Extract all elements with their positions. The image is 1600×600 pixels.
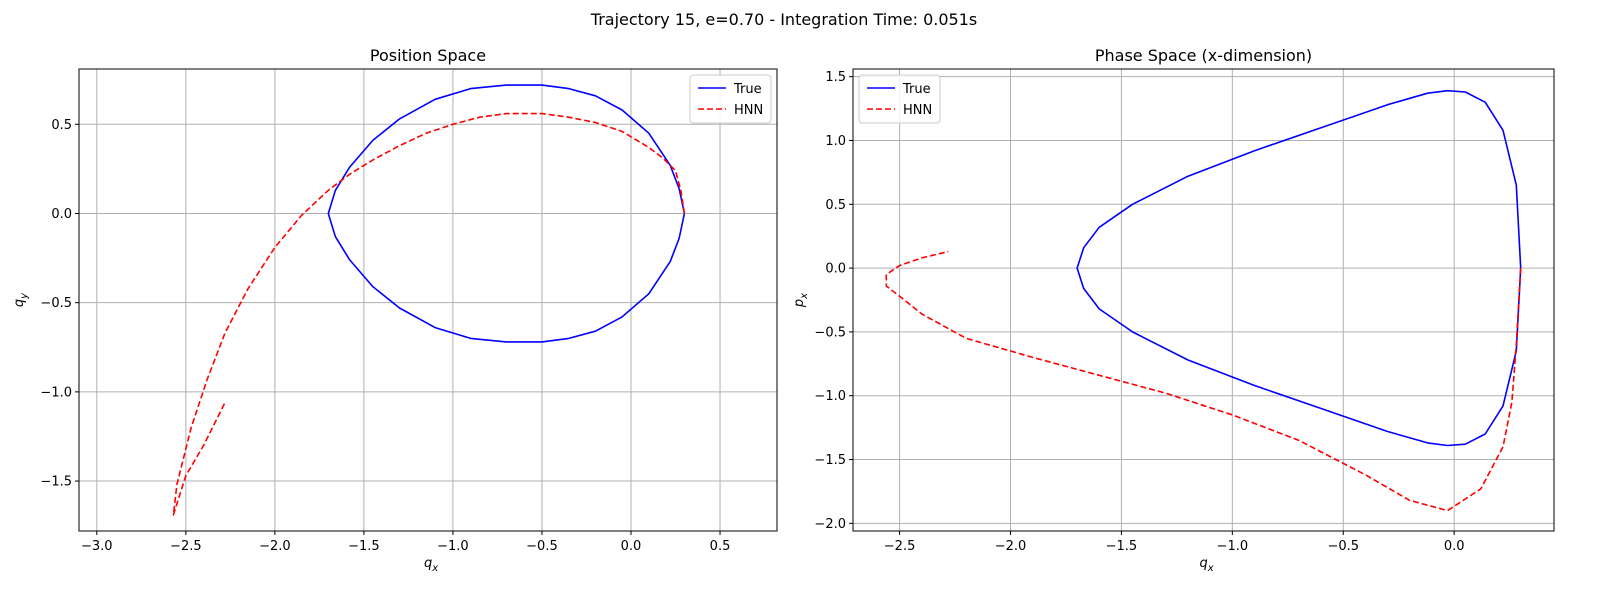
position-legend-box — [689, 74, 772, 124]
phase-xtick-label: −0.5 — [1327, 539, 1359, 554]
phase-axes-frame — [852, 68, 1555, 532]
phase-legend-hnn-label: HNN — [903, 103, 932, 118]
phase-legend: True HNN — [858, 74, 941, 124]
phase-ytick-label: −2.0 — [814, 517, 846, 532]
phase-xtick-label: −2.0 — [995, 539, 1027, 554]
phase-ytick-label: −0.5 — [814, 325, 846, 340]
phase-axes-title: Phase Space (x-dimension) — [1095, 46, 1312, 65]
phase-series-hnn-line — [885, 250, 1522, 512]
position-ytick-label: 0.5 — [51, 118, 72, 133]
position-xtick-label: −0.5 — [526, 539, 558, 554]
position-axes-title: Position Space — [370, 46, 486, 65]
position-series-true-line — [327, 84, 686, 343]
position-ytick-label: −1.0 — [40, 385, 72, 400]
phase-ytick-label: 0.5 — [825, 198, 846, 213]
phase-xtick-label: −1.5 — [1106, 539, 1138, 554]
position-xtick-label: −2.0 — [259, 539, 291, 554]
phase-series-true-line — [1076, 89, 1522, 447]
position-axes-frame — [78, 68, 778, 532]
position-xtick-label: 0.0 — [621, 539, 642, 554]
phase-space-axes: −2.5 −2.0 −1.5 −1.0 −0.5 0.0 −2.0 −1.5 −1.0 −0.5 0… — [792, 46, 1555, 574]
phase-legend-box — [858, 74, 941, 124]
phase-ytick-label: −1.0 — [814, 389, 846, 404]
position-xtick-label: −2.5 — [170, 539, 202, 554]
position-legend: True HNN — [689, 74, 772, 124]
position-xtick-label: −1.5 — [348, 539, 380, 554]
position-series-hnn-line — [172, 112, 686, 516]
phase-ytick-label: −1.5 — [814, 453, 846, 468]
position-ytick-label: 0.0 — [51, 207, 72, 222]
phase-ytick-label: 1.5 — [825, 70, 846, 85]
position-legend-true-label: True — [733, 82, 762, 97]
phase-ytick-label: 0.0 — [825, 262, 846, 277]
phase-xtick-label: −2.5 — [884, 539, 916, 554]
phase-legend-true-label: True — [902, 82, 931, 97]
figure-suptitle: Trajectory 15, e=0.70 - Integration Time… — [590, 10, 977, 29]
position-space-axes: −3.0 −2.5 −2.0 −1.5 −1.0 −0.5 0.0 0.5 −1.5 −1.0 −0… — [12, 46, 778, 574]
position-xtick-label: −1.0 — [437, 539, 469, 554]
position-xtick-label: −3.0 — [81, 539, 113, 554]
position-legend-hnn-label: HNN — [734, 103, 763, 118]
position-ytick-label: −0.5 — [40, 296, 72, 311]
phase-ytick-label: 1.0 — [825, 134, 846, 149]
position-ytick-label: −1.5 — [40, 475, 72, 490]
phase-xtick-label: 0.0 — [1444, 539, 1465, 554]
position-xtick-label: 0.5 — [710, 539, 731, 554]
phase-xtick-label: −1.0 — [1217, 539, 1249, 554]
